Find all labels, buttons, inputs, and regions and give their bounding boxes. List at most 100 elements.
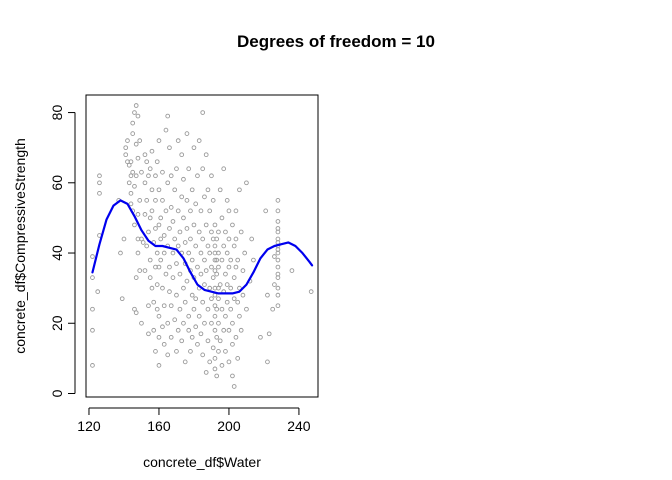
data-point (175, 327, 181, 333)
data-point (275, 275, 281, 280)
data-point (181, 285, 186, 291)
data-point (168, 173, 174, 179)
data-point (175, 243, 181, 249)
plot-frame (85, 94, 319, 398)
data-point (230, 222, 235, 228)
data-point (175, 138, 181, 143)
data-point (217, 187, 223, 193)
data-point (189, 292, 195, 298)
x-axis: 120 160 200 240 (77, 407, 311, 434)
data-point (275, 285, 281, 291)
data-point (147, 257, 153, 263)
data-point (200, 166, 206, 172)
data-point (216, 296, 221, 302)
data-point (154, 306, 160, 312)
data-point (97, 180, 102, 186)
data-point (165, 180, 171, 186)
data-point (205, 338, 211, 344)
y-tick-label: 40 (49, 245, 65, 261)
data-point (167, 289, 172, 294)
data-point (193, 243, 199, 249)
data-point (214, 271, 220, 277)
data-point (154, 159, 160, 165)
x-tick-label: 240 (287, 418, 311, 434)
y-tick-label: 20 (49, 315, 65, 331)
data-point (174, 261, 179, 266)
smoothing-spline (91, 199, 314, 295)
data-point (219, 257, 225, 263)
data-point (174, 349, 179, 354)
data-point (179, 338, 185, 344)
data-point (175, 208, 181, 214)
data-point (125, 138, 130, 143)
data-point (216, 285, 221, 291)
data-point (167, 145, 172, 151)
data-point (224, 299, 230, 305)
data-point (167, 226, 172, 231)
data-point (156, 138, 162, 143)
data-point (147, 275, 153, 280)
data-point (223, 313, 228, 319)
data-point (188, 349, 193, 354)
data-point (189, 257, 195, 263)
data-point (216, 349, 221, 354)
data-point (135, 113, 141, 119)
data-point (200, 236, 206, 242)
data-point (95, 289, 101, 294)
data-point (230, 373, 235, 379)
data-point (217, 338, 223, 344)
data-point (170, 275, 176, 280)
data-point (196, 138, 202, 143)
data-point (161, 303, 167, 309)
data-point (181, 320, 186, 326)
data-point (144, 243, 150, 249)
data-point (221, 243, 227, 249)
data-point (151, 299, 157, 305)
y-tick-label: 60 (49, 175, 65, 191)
y-axis: 0 20 40 60 80 (49, 105, 76, 397)
data-point (174, 166, 179, 172)
data-point (137, 138, 143, 143)
data-point (130, 169, 136, 175)
data-point (149, 148, 155, 154)
data-point (181, 176, 186, 182)
data-point (193, 201, 199, 207)
data-point (214, 236, 220, 242)
data-point (118, 250, 123, 256)
data-point (163, 271, 169, 277)
data-point (172, 236, 178, 242)
data-point (128, 190, 134, 196)
data-point (233, 264, 239, 270)
data-point (156, 313, 162, 319)
data-point (142, 212, 148, 217)
data-point (202, 257, 207, 263)
data-point (163, 208, 169, 214)
data-point (265, 292, 270, 298)
data-point (240, 268, 246, 273)
data-point (226, 236, 232, 242)
data-point (238, 327, 244, 333)
data-point (149, 285, 155, 291)
data-point (147, 215, 153, 221)
data-point (126, 162, 132, 168)
data-point (205, 243, 211, 249)
data-point (223, 271, 228, 277)
data-point (230, 320, 235, 326)
y-axis-label: concrete_df$CompressiveStrength (12, 138, 28, 354)
chart-title: Degrees of freedom = 10 (237, 32, 435, 51)
data-point (231, 296, 237, 302)
data-point (233, 208, 239, 214)
data-point (275, 257, 281, 263)
data-point (128, 173, 134, 179)
data-point (132, 306, 137, 312)
data-point (160, 198, 165, 203)
data-point (230, 341, 235, 347)
data-point (130, 120, 136, 126)
data-point (156, 264, 162, 270)
data-point (195, 264, 200, 270)
data-point (237, 285, 242, 291)
data-point (181, 215, 186, 221)
data-point (142, 180, 148, 186)
data-point (123, 145, 129, 151)
data-point (160, 324, 165, 330)
